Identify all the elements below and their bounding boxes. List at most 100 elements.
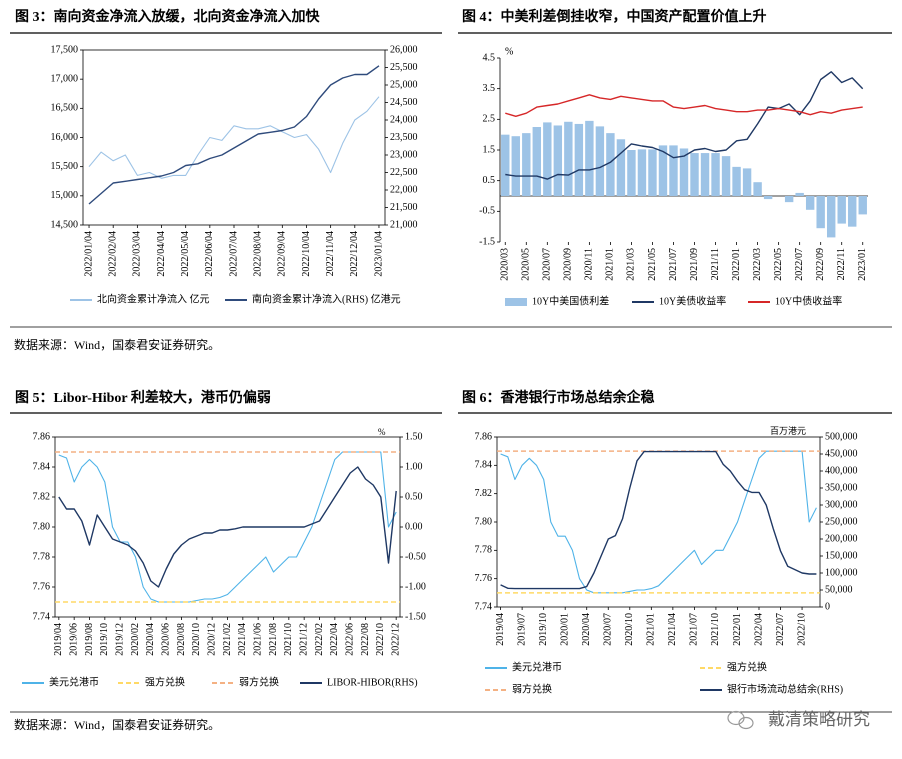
y2-tick-label: -0.50 — [405, 551, 426, 562]
source-note: 数据来源：Wind，国泰君安证券研究。 — [14, 717, 220, 732]
y-tick-label: 15,500 — [51, 161, 79, 172]
x-tick-label: 2022/07/04 — [228, 231, 239, 277]
y2-tick-label: 0 — [825, 601, 830, 612]
y2-tick-label: 22,500 — [390, 167, 418, 178]
legend-label: 10Y美债收益率 — [659, 294, 726, 307]
x-tick-label: 2021/05 — [647, 248, 658, 281]
bar — [690, 153, 699, 196]
y2-tick-label: 21,500 — [390, 202, 418, 213]
bar — [805, 196, 815, 210]
y2-tick-label: 300,000 — [825, 499, 858, 510]
legend-label: 弱方兑换 — [239, 675, 279, 688]
legend-label: 北向资金累计净流入 亿元 — [97, 292, 210, 305]
x-tick-label: 2022/08/04 — [252, 231, 263, 277]
bar — [848, 196, 857, 227]
x-tick-label: 2022/11 — [836, 248, 847, 280]
y-tick-label: 7.74 — [475, 601, 493, 612]
y-tick-label: 16,000 — [51, 132, 79, 143]
y2-tick-label: 450,000 — [825, 448, 858, 459]
plot-frame — [82, 49, 386, 226]
bar — [837, 196, 846, 224]
x-tick-label: 2022/06 — [344, 623, 355, 656]
y-tick-label: 7.84 — [33, 461, 51, 472]
x-tick-label: 2021/10 — [283, 623, 294, 656]
series-line — [58, 451, 397, 603]
x-tick-label: 2023/01/04 — [373, 231, 384, 277]
x-tick-label: 2022/07 — [775, 613, 786, 646]
x-tick-label: 2022/05 — [773, 248, 784, 281]
bar — [595, 126, 605, 196]
y-tick-label: 14,500 — [51, 219, 79, 230]
y-tick-label: 16,500 — [51, 103, 79, 114]
x-tick-label: 2021/07 — [689, 613, 700, 646]
plot-frame — [54, 436, 401, 618]
x-tick-label: 2020/10 — [624, 613, 635, 646]
x-tick-label: 2022/11/04 — [325, 231, 336, 276]
chart-title: 图 5：Libor-Hibor 利差较大，港币仍偏弱 — [15, 389, 271, 406]
x-tick-label: 2021/01 — [646, 613, 657, 646]
bar — [511, 136, 520, 196]
x-tick-label: 2023/01 — [857, 248, 868, 281]
y2-tick-label: 23,000 — [390, 149, 418, 160]
y2-unit: 百万港元 — [770, 425, 806, 436]
x-tick-label: 2020/12 — [206, 623, 217, 656]
y-unit: % — [505, 46, 513, 57]
bar — [763, 196, 773, 200]
y2-tick-label: 250,000 — [825, 516, 858, 527]
x-tick-label: 2020/05 — [521, 248, 532, 281]
bar — [784, 196, 794, 203]
y2-tick-label: 24,000 — [390, 114, 418, 125]
y-tick-label: 15,000 — [51, 190, 79, 201]
x-tick-label: 2021/02 — [222, 623, 233, 656]
x-tick-label: 2022/02/04 — [107, 231, 118, 277]
chart-title: 图 4：中美利差倒挂收窄，中国资产配置价值上升 — [462, 8, 767, 25]
y2-tick-label: 150,000 — [825, 550, 858, 561]
bar — [669, 145, 678, 196]
y2-tick-label: 0.50 — [405, 491, 423, 502]
x-tick-label: 2020/02 — [130, 623, 141, 656]
bar — [574, 123, 584, 196]
y2-tick-label: 100,000 — [825, 567, 858, 578]
x-tick-label: 2022/10 — [796, 613, 807, 646]
bar — [742, 168, 752, 196]
y-tick-label: 17,000 — [51, 73, 79, 84]
bar — [637, 149, 647, 196]
y-tick-label: 7.86 — [33, 431, 51, 442]
x-tick-label: 2021/06 — [252, 623, 263, 656]
bar — [532, 127, 542, 196]
y-tick-label: 7.80 — [475, 516, 493, 527]
bar — [816, 196, 825, 229]
y-tick-label: 7.86 — [475, 431, 493, 442]
bar — [858, 196, 867, 215]
x-tick-label: 2021/03 — [626, 248, 637, 281]
x-tick-label: 2022/03 — [752, 248, 763, 281]
x-tick-label: 2022/12/04 — [349, 231, 360, 277]
x-tick-label: 2020/06 — [160, 623, 171, 656]
x-tick-label: 2022/10 — [375, 623, 386, 656]
legend-label: 美元兑港币 — [49, 675, 99, 688]
y2-tick-label: 1.00 — [405, 461, 423, 472]
legend-label: 10Y中债收益率 — [775, 294, 842, 307]
series-line — [88, 65, 380, 205]
chart: 图 6：香港银行市场总结余企稳 7.74 7.76 7.78 7.80 7.82 7.84 7… — [462, 389, 858, 695]
x-tick-label: 2021/08 — [268, 623, 279, 656]
y-tick-label: 7.74 — [33, 611, 51, 622]
y2-tick-label: 0.00 — [405, 521, 423, 532]
y2-tick-label: 400,000 — [825, 465, 858, 476]
x-tick-label: 2022/02 — [314, 623, 325, 656]
x-tick-label: 2020/03 — [500, 248, 511, 281]
x-tick-label: 2022/04 — [329, 623, 340, 656]
series-line — [88, 96, 380, 179]
x-tick-label: 2020/07 — [542, 248, 553, 281]
x-tick-label: 2021/04 — [237, 623, 248, 656]
bar — [564, 121, 573, 196]
bar — [543, 122, 552, 196]
bar — [553, 125, 563, 196]
x-tick-label: 2021/12 — [298, 623, 309, 656]
y2-tick-label: 200,000 — [825, 533, 858, 544]
y-tick-label: 1.5 — [483, 144, 496, 155]
chart-title: 图 6：香港银行市场总结余企稳 — [462, 389, 655, 406]
bar — [732, 166, 741, 196]
x-tick-label: 2019/04 — [53, 623, 64, 656]
x-tick-label: 2022/01/04 — [83, 231, 94, 277]
